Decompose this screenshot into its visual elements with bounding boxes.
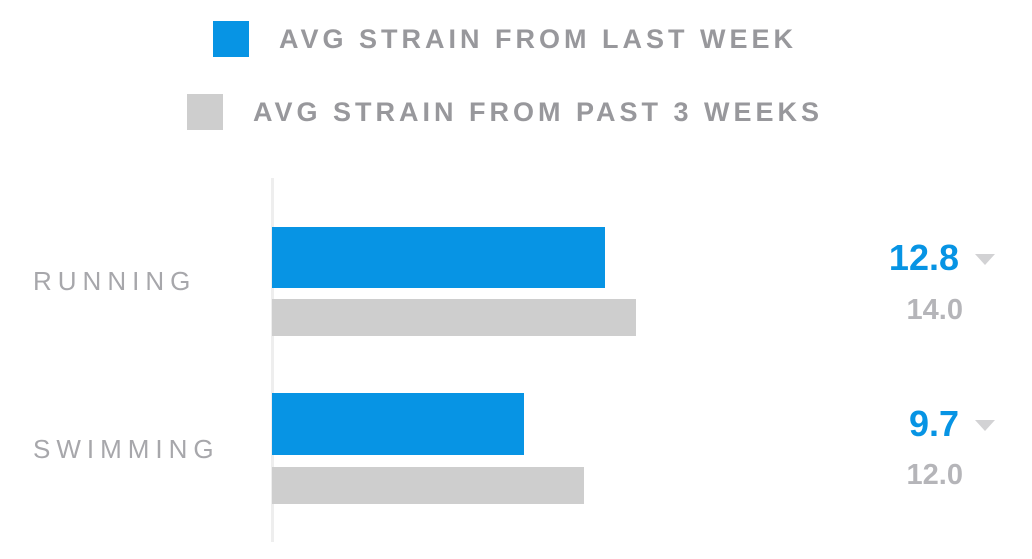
value-running-previous: 14.0: [906, 294, 963, 326]
legend-item-last-week: AVG STRAIN FROM LAST WEEK: [0, 21, 1010, 57]
value-swimming-current-text: 9.7: [908, 403, 959, 444]
legend-item-past-3-weeks: AVG STRAIN FROM PAST 3 WEEKS: [0, 94, 1010, 130]
bar-running-last-week: [272, 227, 605, 288]
value-running-current-text: 12.8: [888, 237, 959, 278]
value-swimming-previous: 12.0: [906, 459, 963, 491]
legend-label-past-3-weeks: AVG STRAIN FROM PAST 3 WEEKS: [252, 96, 824, 127]
trend-down-icon: [975, 253, 995, 265]
category-label-swimming: SWIMMING: [33, 434, 220, 464]
trend-down-icon: [975, 419, 995, 431]
value-running-current: 12.8: [889, 240, 995, 276]
legend-swatch-last-week: [213, 21, 249, 57]
legend-swatch-past-3-weeks: [186, 94, 223, 130]
bar-running-past-3-weeks: [272, 299, 636, 336]
legend-label-last-week: AVG STRAIN FROM LAST WEEK: [279, 23, 797, 54]
bar-swimming-past-3-weeks: [272, 467, 584, 504]
category-label-running: RUNNING: [33, 266, 197, 296]
bar-swimming-last-week: [272, 393, 524, 455]
value-swimming-current: 9.7: [909, 406, 995, 442]
y-axis-line: [271, 178, 274, 542]
